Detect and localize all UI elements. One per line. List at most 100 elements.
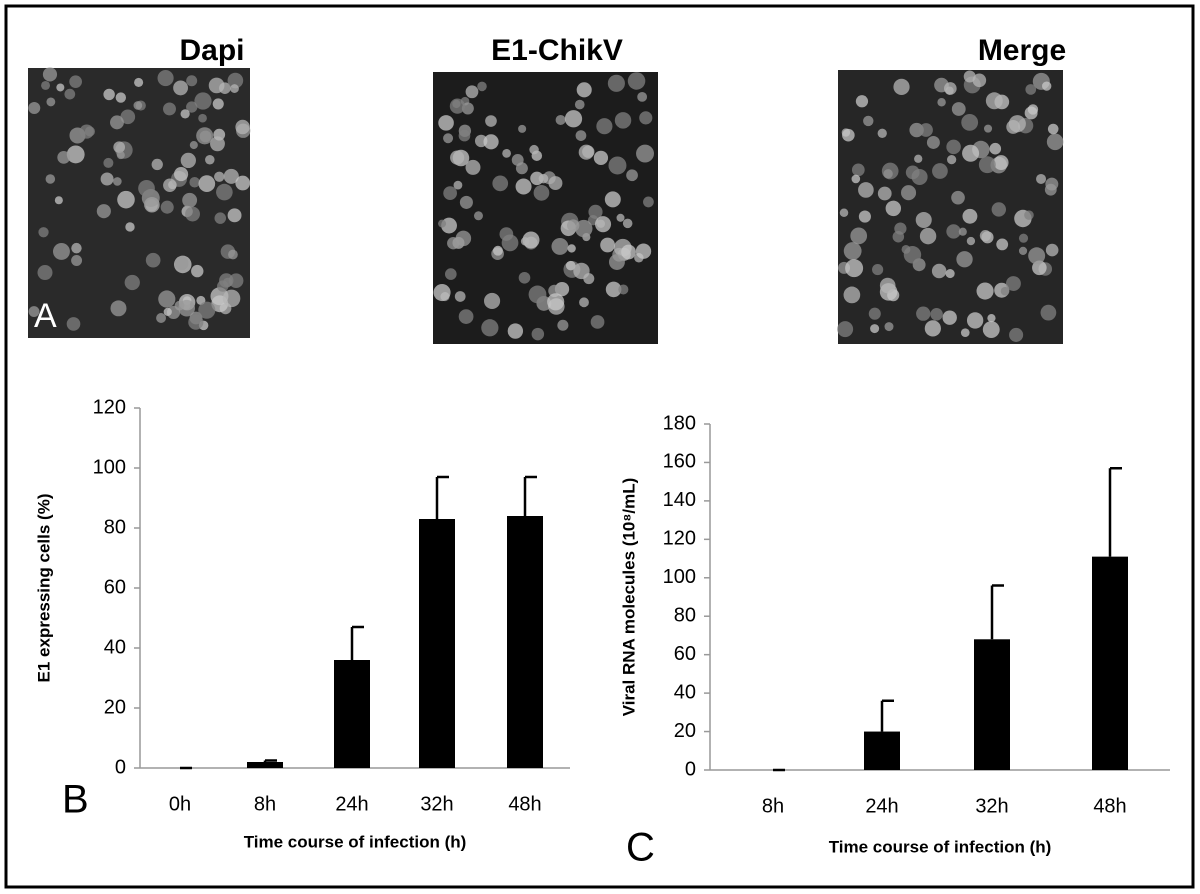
cell — [37, 265, 53, 281]
x-axis-label: Time course of infection (h) — [829, 837, 1052, 856]
bar — [419, 519, 455, 768]
cell — [608, 254, 625, 270]
cell — [870, 324, 880, 334]
cell — [966, 236, 976, 246]
y-tick-label: 60 — [104, 576, 126, 598]
cell — [227, 72, 244, 89]
cell — [573, 262, 590, 280]
cell — [511, 154, 524, 166]
cell — [643, 196, 654, 208]
cell — [893, 78, 910, 95]
cell — [567, 244, 576, 253]
cell — [71, 255, 83, 266]
cell — [444, 268, 457, 280]
y-tick-label: 100 — [663, 566, 696, 588]
cell — [842, 128, 855, 142]
cell — [626, 169, 638, 182]
cell — [1008, 115, 1026, 133]
cell — [976, 282, 994, 300]
cell — [1028, 247, 1046, 265]
error-bar — [263, 759, 277, 762]
cell — [450, 150, 465, 165]
cell — [163, 307, 172, 317]
cell — [117, 190, 135, 209]
cell — [843, 242, 862, 260]
cell — [966, 312, 984, 329]
cell — [551, 237, 569, 255]
y-tick-label: 180 — [663, 412, 696, 434]
panel-title: E1-ChikV — [491, 34, 623, 67]
y-tick-label: 40 — [104, 636, 126, 658]
cell — [1009, 327, 1024, 342]
y-tick-label: 0 — [115, 756, 126, 778]
cell — [877, 128, 887, 138]
cell — [962, 144, 980, 162]
panel-label: B — [62, 778, 89, 822]
cell — [515, 178, 532, 195]
cell — [608, 156, 627, 175]
cell — [182, 192, 198, 208]
cell — [501, 234, 519, 252]
cell — [600, 237, 615, 253]
cell — [868, 307, 881, 320]
cell — [66, 317, 81, 331]
cell — [604, 191, 621, 208]
cell — [621, 244, 636, 260]
cell — [1005, 276, 1021, 291]
cell — [447, 237, 460, 250]
cell — [989, 142, 1002, 155]
cell — [163, 102, 176, 116]
cell — [134, 77, 144, 87]
y-axis-label: E1 expressing cells (%) — [34, 494, 53, 683]
cell — [958, 227, 967, 236]
cell — [590, 315, 605, 329]
cell — [28, 102, 41, 114]
cell — [52, 243, 70, 260]
cell — [565, 260, 576, 271]
cell — [931, 263, 947, 279]
x-tick-label: 0h — [169, 793, 191, 815]
x-tick-label: 24h — [335, 793, 368, 815]
cell — [851, 174, 861, 184]
cell — [56, 83, 65, 92]
cell — [956, 251, 973, 268]
x-tick-label: 48h — [508, 793, 541, 815]
cell — [194, 92, 212, 110]
cell — [45, 174, 56, 184]
cell — [124, 274, 140, 291]
cell — [473, 211, 483, 221]
cell — [855, 95, 869, 108]
panel-title: Merge — [978, 34, 1066, 67]
cell — [455, 230, 472, 247]
cell — [198, 301, 216, 319]
cell — [458, 129, 471, 142]
cell — [173, 80, 189, 96]
cell — [1018, 233, 1029, 243]
cell — [607, 74, 625, 92]
bar — [864, 731, 900, 770]
cell — [116, 151, 125, 160]
cell — [96, 204, 111, 219]
cell — [914, 154, 923, 163]
y-tick-label: 120 — [93, 396, 126, 418]
cell — [901, 185, 917, 201]
cell — [919, 227, 937, 245]
cell — [618, 284, 629, 295]
cell — [894, 222, 907, 235]
y-tick-label: 140 — [663, 489, 696, 511]
cell — [588, 204, 603, 219]
micrographs — [28, 67, 1064, 344]
cell — [924, 320, 941, 337]
cell — [564, 110, 583, 128]
cell — [579, 297, 589, 308]
cell — [605, 281, 622, 298]
cell — [191, 264, 204, 278]
cell — [531, 327, 545, 341]
cell — [945, 269, 955, 279]
y-tick-label: 120 — [663, 528, 696, 550]
error-bar — [880, 699, 894, 732]
cell — [235, 119, 250, 135]
cell — [120, 109, 136, 125]
cell — [1040, 304, 1057, 321]
cell — [903, 246, 922, 264]
